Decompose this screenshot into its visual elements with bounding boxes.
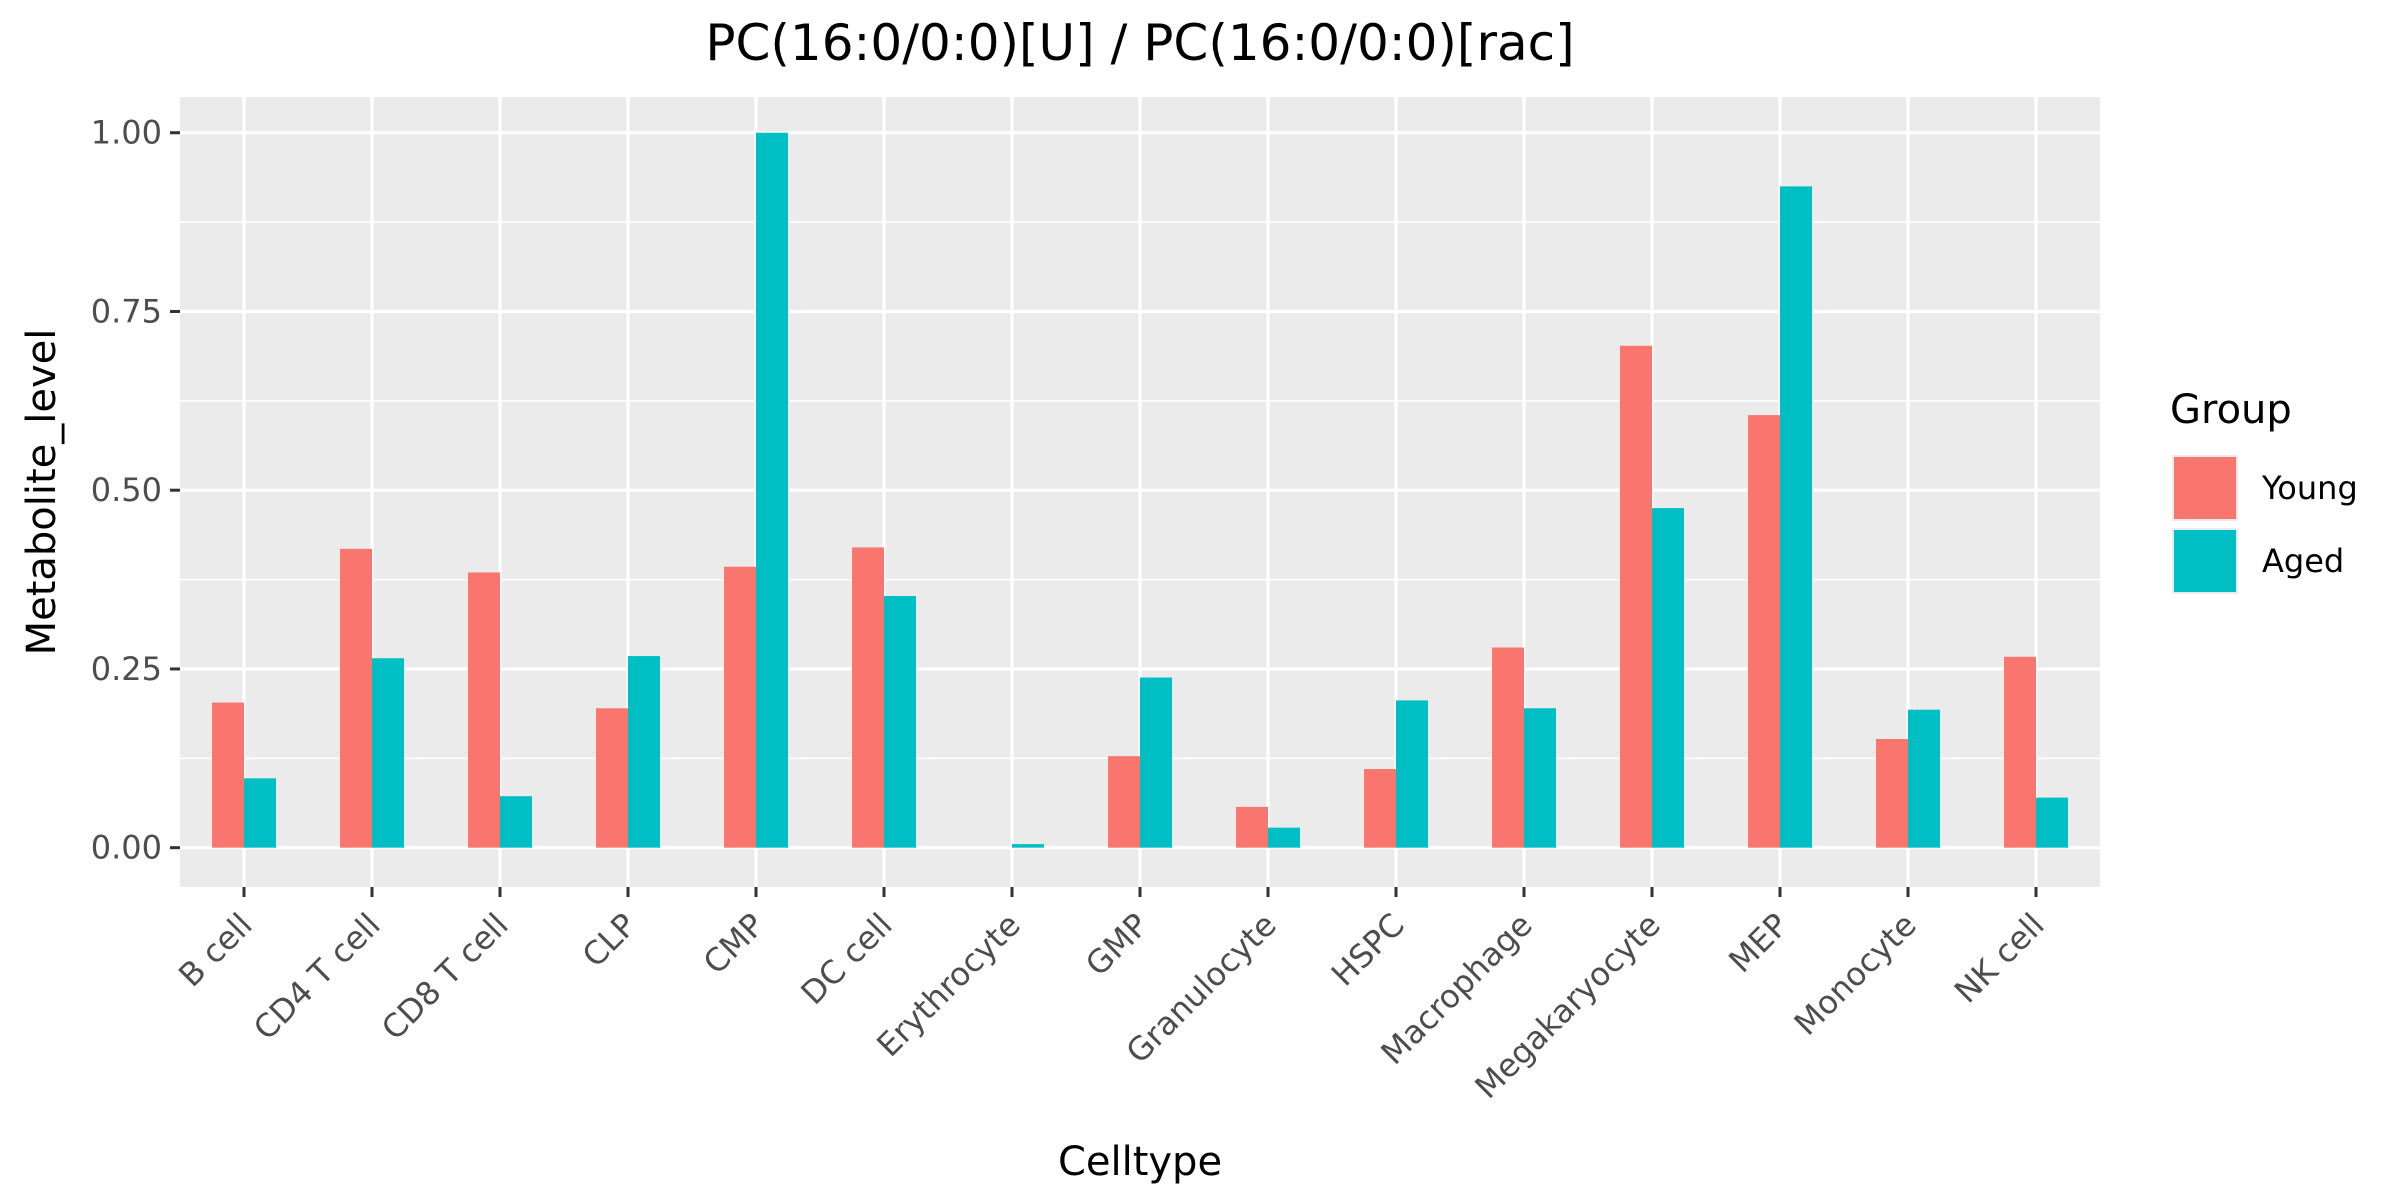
bar-aged-cd4-t-cell <box>372 658 404 848</box>
x-tick-label: GMP <box>1078 906 1156 984</box>
bar-young-cd4-t-cell <box>340 548 372 848</box>
bar-young-clp <box>596 708 628 848</box>
bar-young-cmp <box>724 566 756 848</box>
bar-young-mep <box>1748 415 1780 848</box>
x-tick-label: HSPC <box>1324 906 1412 994</box>
y-tick-label: 0.00 <box>91 829 162 867</box>
bar-aged-gmp <box>1140 677 1172 848</box>
bar-young-gmp <box>1108 756 1140 848</box>
x-tick-label: MEP <box>1721 906 1795 980</box>
y-tick-label: 0.50 <box>91 471 162 509</box>
chart-title: PC(16:0/0:0)[U] / PC(16:0/0:0)[rac] <box>705 14 1574 72</box>
x-axis-title: Celltype <box>1058 1139 1222 1185</box>
legend-key-aged <box>2174 530 2236 592</box>
y-axis-title: Metabolite_level <box>19 329 65 656</box>
bars <box>212 132 2068 848</box>
bar-aged-megakaryocyte <box>1652 508 1684 848</box>
bar-aged-erythrocyte <box>1012 844 1044 848</box>
bar-young-b-cell <box>212 702 244 848</box>
legend-title: Group <box>2170 387 2292 433</box>
legend-label-aged: Aged <box>2262 542 2344 580</box>
bar-young-monocyte <box>1876 739 1908 848</box>
bar-young-granulocyte <box>1236 806 1268 848</box>
bar-aged-hspc <box>1396 700 1428 848</box>
x-tick-label: CLP <box>575 906 644 975</box>
y-tick-label: 1.00 <box>91 114 162 152</box>
legend-key-young <box>2174 457 2236 519</box>
bar-young-nk-cell <box>2004 656 2036 848</box>
bar-young-dc-cell <box>852 547 884 848</box>
x-tick-label: B cell <box>171 906 260 995</box>
bar-young-hspc <box>1364 769 1396 848</box>
x-tick-label: Monocyte <box>1787 906 1924 1043</box>
legend: Group Young Aged <box>2170 387 2358 594</box>
y-tick-label: 0.75 <box>91 292 162 330</box>
bar-aged-mep <box>1780 186 1812 848</box>
bar-aged-granulocyte <box>1268 827 1300 848</box>
x-tick-label: CMP <box>696 906 772 982</box>
bar-young-cd8-t-cell <box>468 572 500 848</box>
y-axis: 0.00 0.25 0.50 0.75 1.00 <box>91 114 180 867</box>
bar-aged-dc-cell <box>884 596 916 848</box>
legend-label-young: Young <box>2261 469 2358 507</box>
bar-young-macrophage <box>1492 647 1524 848</box>
y-tick-label: 0.25 <box>91 650 162 688</box>
bar-aged-cd8-t-cell <box>500 796 532 848</box>
bar-aged-macrophage <box>1524 708 1556 848</box>
bar-aged-monocyte <box>1908 709 1940 848</box>
x-tick-label: CD4 T cell <box>246 906 388 1048</box>
bar-aged-cmp <box>756 132 788 848</box>
bar-aged-clp <box>628 656 660 848</box>
bar-aged-b-cell <box>244 778 276 848</box>
x-tick-label: CD8 T cell <box>374 906 516 1048</box>
x-tick-label: DC cell <box>793 906 899 1012</box>
x-tick-label: NK cell <box>1947 906 2052 1011</box>
bar-aged-nk-cell <box>2036 797 2068 848</box>
bar-young-megakaryocyte <box>1620 345 1652 848</box>
